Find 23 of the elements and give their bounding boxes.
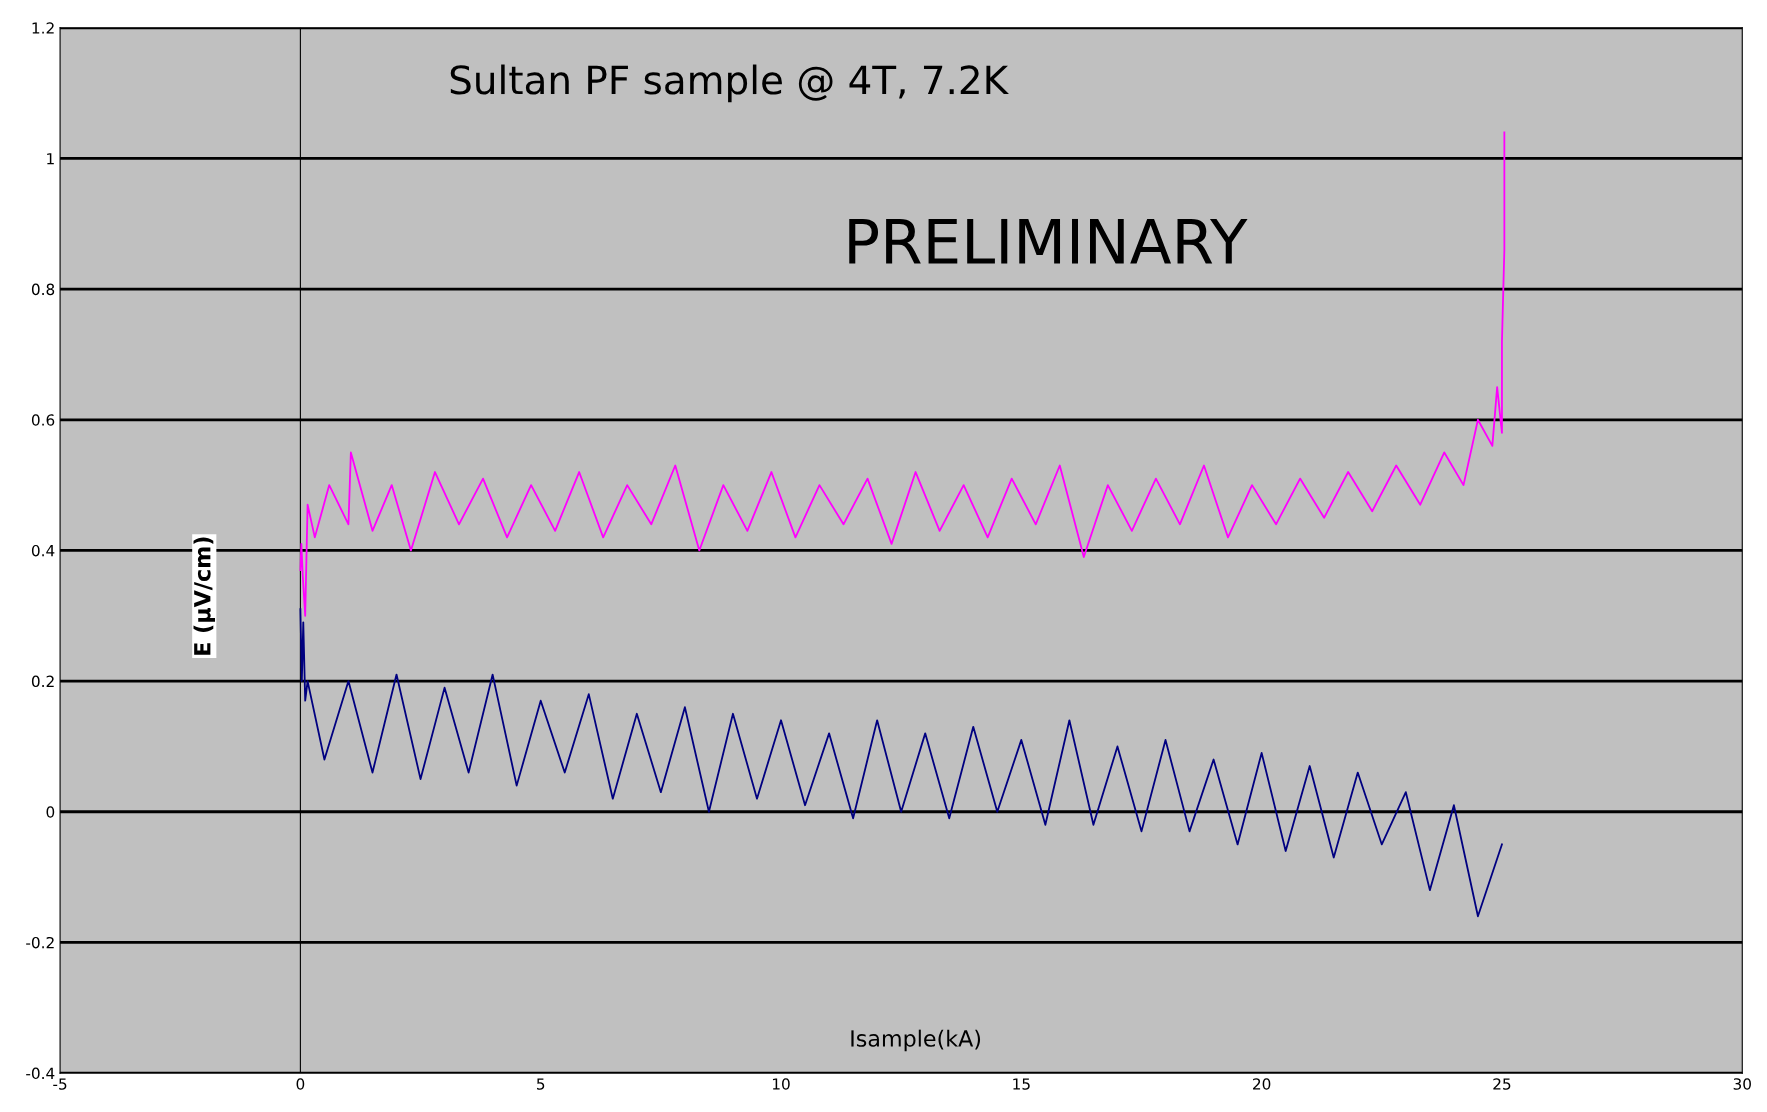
annotation: PRELIMINARY [849, 218, 1248, 264]
x-axis-title: Isample(kA) [851, 1029, 981, 1052]
y-tick-label: 0.4 [31, 544, 55, 557]
x-tick-label: -5 [53, 1078, 67, 1090]
line-series [299, 131, 1506, 617]
y-axis-title: E (μV/cm) [193, 537, 216, 655]
x-tick-label: 10 [772, 1078, 790, 1090]
y-tick-label: 0.8 [31, 283, 55, 296]
y-tick-label: 0 [46, 806, 55, 818]
x-tick-label: 5 [537, 1078, 545, 1090]
y-tick-label: -0.4 [26, 1067, 55, 1080]
x-tick-label: 15 [1013, 1078, 1030, 1090]
y-tick-label: 0.2 [31, 675, 54, 688]
x-tick-label: 25 [1493, 1078, 1511, 1090]
x-tick-label: 20 [1253, 1078, 1271, 1090]
x-tick-label: 0 [296, 1078, 305, 1090]
y-tick-label: 0.6 [31, 414, 55, 426]
text: Sultan PF sample @ 4T, 7.2K [450, 64, 1009, 103]
x-tick-label: 30 [1733, 1078, 1751, 1090]
y-tick-label: 1.2 [32, 22, 54, 34]
y-tick-label: -0.2 [26, 936, 54, 949]
y-tick-label: 1 [47, 153, 54, 165]
line-series [299, 608, 1503, 918]
